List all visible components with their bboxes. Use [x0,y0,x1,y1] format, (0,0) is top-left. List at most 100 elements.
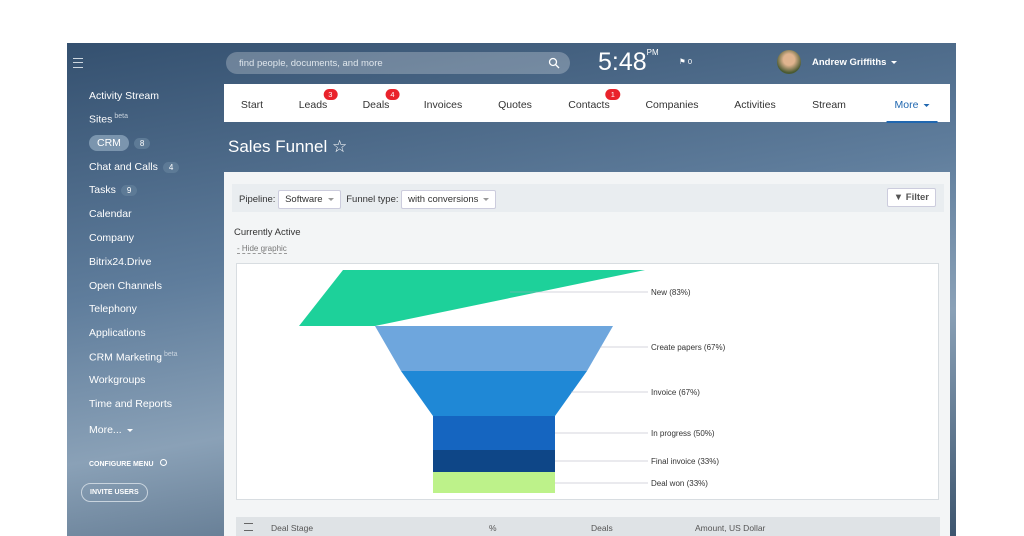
tab-bar: Start Leads 3 Deals 4 Invoices Quotes Contacts 1… [224,84,950,123]
search[interactable]: find people, documents, and more [226,52,570,74]
counter: 9 [120,185,138,196]
menu-icon[interactable] [73,58,83,68]
column-header[interactable]: Amount, US Dollar [695,523,766,533]
stage-label: In progress (50%) [651,429,715,438]
tab-label: Start [240,99,264,111]
ampm: PM [646,48,659,57]
sidebar-label: Bitrix24.Drive [89,256,152,268]
sidebar-label: Tasks [89,184,116,196]
avatar[interactable] [777,50,801,74]
tab[interactable]: Stream [812,99,846,111]
pipeline-select[interactable]: Software [278,190,341,209]
pipeline-label: Pipeline: [239,194,276,205]
tab-label: Invoices [423,99,463,111]
search-placeholder: find people, documents, and more [239,58,383,69]
content: Pipeline: Software Funnel type: with con… [224,172,950,536]
sidebar-item[interactable]: Chat and Calls 4 [89,161,180,173]
sidebar-item[interactable]: Open Channels [89,280,162,292]
tab-label: Companies [645,99,699,111]
sidebar-label: Sites [89,113,113,126]
tab[interactable]: Start [241,99,263,111]
counter: 4 [162,162,180,173]
user-menu[interactable]: Andrew Griffiths [812,57,898,68]
funnel-chart: New (83%) Create papers (67%) Invoice (67%… [236,263,939,500]
funnel-stage [433,450,555,472]
clock: 5:48PM [598,48,659,77]
tab-label: More [894,99,919,111]
tab-label: Stream [812,99,846,111]
dropdown-arrow [923,103,930,107]
sidebar-item[interactable]: Telephony [89,303,137,315]
column-header[interactable]: Deals [591,523,613,533]
invite-users[interactable]: INVITE USERS [81,483,148,502]
stage-label: New (83%) [651,288,691,297]
sidebar-label: Time and Reports [89,398,173,410]
sidebar-item[interactable]: Applications [89,327,146,339]
app-window: Activity Stream Sites beta CRM 8 Chat and Cal… [67,43,956,536]
tab-label: Leads [298,99,328,111]
section-title: Currently Active [234,227,301,238]
sidebar: Activity Stream Sites beta CRM 8 Chat and Cal… [67,43,224,536]
funnel-stage [375,326,613,371]
sidebar-item[interactable]: Bitrix24.Drive [89,256,151,268]
sidebar-item[interactable]: Tasks 9 [89,184,138,196]
tab[interactable]: Quotes [498,99,532,111]
sidebar-label: Company [89,232,134,244]
sidebar-label: CRM [89,135,129,151]
funnel-stage [433,416,555,450]
flag-count: 0 [687,57,692,66]
tab[interactable]: Activities [734,99,775,111]
column-header[interactable]: Deal Stage [271,523,314,533]
beta-tag: beta [163,351,178,358]
funnel-stage [299,270,645,326]
sidebar-label: Telephony [89,303,137,315]
sidebar-label: Calendar [89,208,132,220]
sidebar-item[interactable]: CRM Marketing beta [89,351,178,364]
page-title: Sales Funnel ☆ [228,137,348,156]
funnel-type-select[interactable]: with conversions [401,190,497,209]
sidebar-label: Chat and Calls [89,161,158,173]
stage-label: Invoice (67%) [651,388,700,397]
stage-label: Create papers (67%) [651,343,726,352]
funnel-stage [433,472,555,493]
tab[interactable]: Deals 4 [362,89,400,111]
tab[interactable]: More [886,99,938,123]
sidebar-item[interactable]: Sites beta [89,113,128,126]
sidebar-label: Workgroups [89,374,146,386]
dropdown-arrow [126,428,133,432]
tab-badge: 4 [385,89,400,100]
tab[interactable]: Contacts 1 [568,89,620,111]
tab-label: Activities [734,99,776,111]
filter-button[interactable]: ▼ Filter [886,188,936,207]
sidebar-item[interactable]: Calendar [89,208,132,220]
stage-label: Deal won (33%) [651,479,708,488]
sidebar-item[interactable]: Company [89,232,134,244]
tab-badge: 3 [323,89,338,100]
sidebar-item[interactable]: Time and Reports [89,398,172,410]
beta-tag: beta [114,113,128,120]
sidebar-label: More... [89,424,122,436]
sidebar-label: Applications [89,327,146,339]
configure-menu[interactable]: CONFIGURE MENU [89,459,167,468]
stage-label: Final invoice (33%) [651,457,719,466]
funnel-stage [401,371,587,416]
search-icon [548,57,560,69]
counter: 8 [133,138,151,149]
sidebar-item[interactable]: Workgroups [89,374,145,386]
time: 5:48 [598,48,647,76]
sidebar-item[interactable]: CRM 8 [89,135,151,151]
hide-graphic[interactable]: - Hide graphic [237,244,287,254]
tab[interactable]: Leads 3 [298,89,338,111]
sidebar-item[interactable]: Activity Stream [89,90,159,102]
sidebar-label: Open Channels [89,280,162,292]
tab[interactable]: Invoices [424,99,463,111]
tab-label: Deals [362,99,390,111]
tab[interactable]: Companies [645,99,698,111]
column-header[interactable]: % [489,523,497,533]
filter-bar: Pipeline: Software Funnel type: with con… [232,184,944,212]
tab-label: Quotes [498,99,532,111]
active-underline [886,121,938,123]
sidebar-item[interactable]: More... [89,424,133,436]
flag[interactable]: ⚑ 0 [679,57,692,66]
